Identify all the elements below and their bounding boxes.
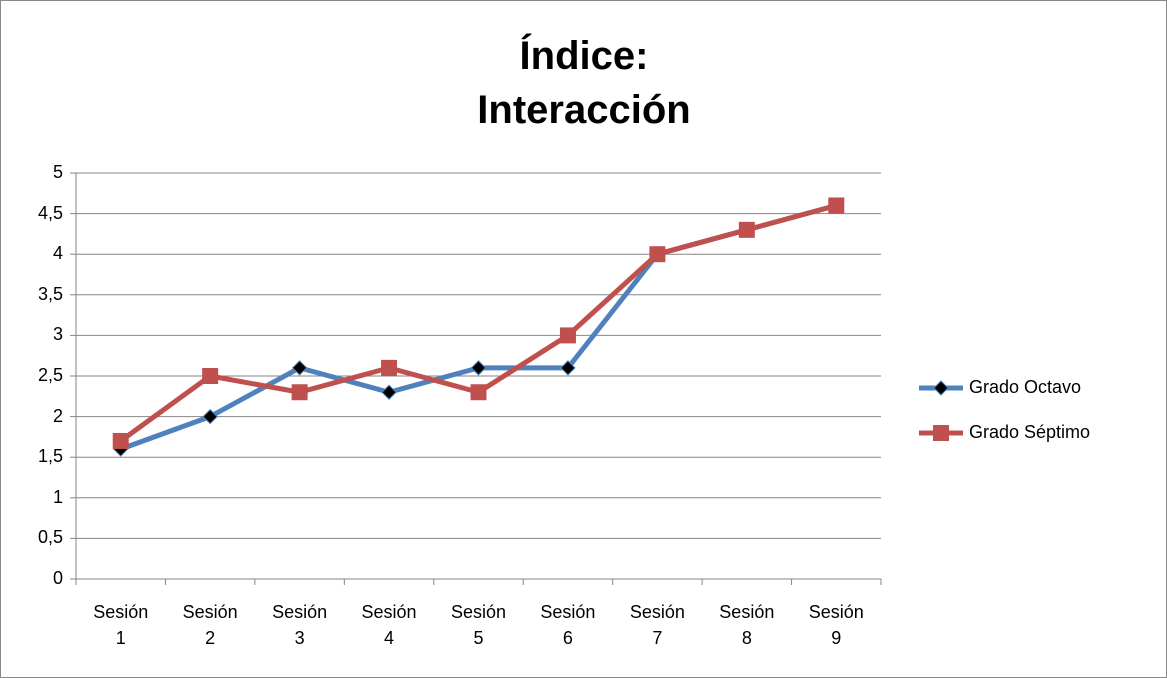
y-tick-label: 0 [52, 568, 63, 588]
x-tick-label: Sesión 1 [93, 602, 149, 648]
marker [381, 359, 398, 376]
marker [738, 221, 755, 238]
x-tick-label: Sesión 2 [182, 602, 238, 648]
marker [828, 197, 845, 214]
legend-label: Grado Séptimo [969, 422, 1091, 442]
y-tick-label: 5 [52, 162, 63, 182]
marker [381, 384, 397, 400]
y-tick-label: 0,5 [37, 527, 63, 548]
marker [933, 425, 949, 441]
marker [202, 408, 218, 425]
marker [470, 384, 487, 401]
x-tick-label: Sesión 9 [808, 602, 864, 648]
chart-title: Índice: Interacción [477, 34, 691, 132]
marker [470, 360, 487, 376]
marker [649, 246, 666, 263]
marker [559, 327, 576, 344]
x-tick-label: Sesión 8 [719, 602, 775, 648]
marker [112, 432, 129, 449]
marker [560, 360, 576, 376]
y-tick-label: 2 [52, 405, 63, 426]
marker [202, 368, 219, 384]
y-tick-label: 3 [52, 324, 63, 345]
y-tick-label: 1,5 [37, 446, 63, 467]
x-tick-label: Sesión 5 [450, 602, 507, 648]
x-tick-label: Sesión 3 [272, 602, 328, 648]
marker [291, 384, 308, 401]
x-tick-label: Sesión 4 [361, 602, 417, 648]
x-tick-label: Sesión 7 [629, 602, 685, 648]
marker [291, 360, 308, 376]
y-tick-label: 2,5 [37, 365, 63, 385]
marker [933, 380, 949, 396]
y-tick-label: 1 [52, 486, 63, 507]
y-tick-label: 3,5 [37, 283, 63, 304]
y-tick-label: 4,5 [37, 202, 63, 223]
y-tick-label: 4 [52, 243, 63, 264]
x-tick-label: Sesión 6 [540, 602, 596, 648]
legend-label: Grado Octavo [969, 377, 1082, 397]
series-line [119, 203, 837, 452]
